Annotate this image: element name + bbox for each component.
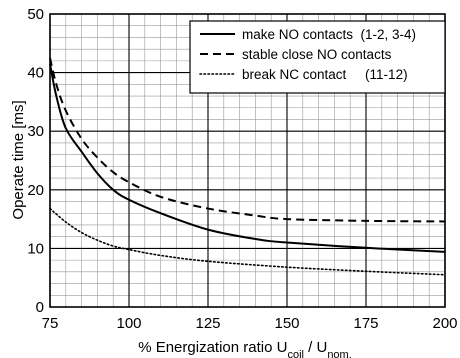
series-line-dotted bbox=[49, 207, 446, 276]
plot-frame bbox=[49, 13, 446, 308]
x-axis-title-sub1: coil bbox=[287, 349, 304, 358]
y-axis-title: Operate time [ms] bbox=[10, 100, 27, 219]
x-tick-label: 75 bbox=[42, 315, 59, 332]
x-axis-title-prefix: % Energization ratio U bbox=[138, 339, 287, 356]
x-tick-label: 125 bbox=[195, 315, 220, 332]
legend-label: break NC contact (11-12) bbox=[242, 67, 408, 82]
legend-box bbox=[189, 20, 446, 94]
y-tick-label: 50 bbox=[27, 6, 44, 23]
series-line-solid bbox=[49, 63, 446, 253]
series-line-dashed bbox=[49, 57, 446, 223]
y-tick-label: 40 bbox=[27, 65, 44, 82]
series-layer bbox=[49, 57, 446, 276]
y-tick-labels: 0 10 20 30 40 50 bbox=[27, 6, 44, 316]
x-tick-label: 175 bbox=[353, 315, 378, 332]
x-tick-label: 200 bbox=[432, 315, 457, 332]
y-tick-label: 10 bbox=[27, 240, 44, 257]
x-tick-labels: 75 100 125 150 175 200 bbox=[42, 315, 458, 332]
x-axis-title: % Energization ratio Ucoil / Unom. bbox=[138, 339, 352, 358]
y-tick-label: 30 bbox=[27, 123, 44, 140]
y-tick-label: 0 bbox=[36, 299, 44, 316]
x-axis-title-sub2: nom. bbox=[327, 349, 351, 358]
y-tick-label: 20 bbox=[27, 182, 44, 199]
legend-label: stable close NO contacts bbox=[242, 47, 392, 62]
x-tick-label: 100 bbox=[116, 315, 141, 332]
legend: make NO contacts (1-2, 3-4) stable close … bbox=[189, 20, 446, 94]
x-tick-label: 150 bbox=[274, 315, 299, 332]
x-axis-title-mid: / U bbox=[304, 339, 327, 356]
legend-label: make NO contacts (1-2, 3-4) bbox=[242, 27, 416, 42]
